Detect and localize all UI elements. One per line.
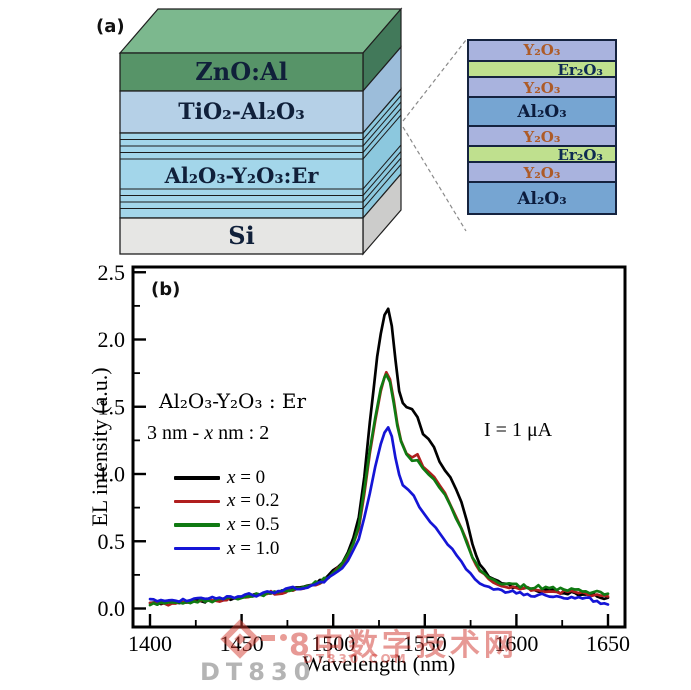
stack-layer-er2o3: Er₂O₃ <box>469 60 615 79</box>
legend-line-swatch <box>174 499 220 504</box>
series-curve-x=1.0 <box>148 426 610 606</box>
chart-legend: x = 0 x = 0.2 x = 0.5 x = 1.0 <box>174 466 279 560</box>
layer-label-si: Si <box>228 221 255 250</box>
device-front-zno <box>119 52 364 92</box>
superlattice-stripes <box>120 95 402 209</box>
y-tick-label: 0.0 <box>98 596 126 621</box>
stack-layer-label: Er₂O₃ <box>557 61 603 79</box>
stripe-line-side <box>362 101 402 147</box>
x-axis-title: Wavelength (nm) <box>302 651 456 676</box>
legend-label: x = 0.2 <box>227 490 280 512</box>
device-front-tio2 <box>119 90 364 134</box>
legend-line-swatch <box>174 476 220 480</box>
layer-label-al2o3-y2o3-er: Al₂O₃-Y₂O₃:Er <box>164 163 319 188</box>
y-tick-label: 1.5 <box>98 394 126 419</box>
legend-item: x = 0.2 <box>174 490 279 514</box>
legend-item: x = 0.5 <box>174 513 279 537</box>
y-tick-label: 2.5 <box>98 260 126 285</box>
x-tick-label: 1400 <box>128 631 172 656</box>
legend-line-swatch <box>174 546 220 551</box>
stack-layer-label: Er₂O₃ <box>557 146 603 164</box>
legend-line-swatch <box>174 523 220 527</box>
stripe-line-side <box>362 151 402 196</box>
device-top-face <box>118 8 403 54</box>
legend-item: x = 0 <box>174 466 279 490</box>
device-front-multilayer <box>119 132 364 219</box>
el-spectrum-chart: 1400 1450 1500 1550 1600 1650 0.0 0.5 1.0 1.5 2.0 2… <box>98 260 631 656</box>
stack-layer-label: Y₂O₃ <box>523 128 561 146</box>
stripe-line-side <box>362 95 402 140</box>
y-axis-title: EL intensity (a.u.) <box>87 367 112 527</box>
stack-layer-label: Al₂O₃ <box>517 102 567 122</box>
legend-label: x = 0.5 <box>227 513 280 535</box>
x-tick-label: 1450 <box>220 631 264 656</box>
legend-item: x = 1.0 <box>174 537 279 561</box>
layer-label-tio2-al2o3: TiO₂-Al₂O₃ <box>178 99 305 125</box>
stack-layer-al2o3: Al₂O₃ <box>469 96 615 125</box>
device-front-si <box>119 217 364 255</box>
stripe-line-side <box>362 108 402 153</box>
stripe-line-side <box>362 114 402 160</box>
annotation-material: Al₂O₃-Y₂O₃ : Er <box>159 389 307 413</box>
stripe-line-side <box>362 164 402 209</box>
panel-b-label: (b) <box>151 279 181 300</box>
y-tick-label: 0.5 <box>98 529 126 554</box>
series-curve-x=0.5 <box>148 373 610 607</box>
x-tick-label: 1500 <box>311 631 355 656</box>
stack-layer-label: Y₂O₃ <box>523 79 561 97</box>
panel-a-label: (a) <box>96 16 125 37</box>
stack-layer-y2o3: Y₂O₃ <box>469 125 615 146</box>
callout-line-top <box>402 39 467 122</box>
x-tick-label: 1600 <box>494 631 538 656</box>
legend-label: x = 0 <box>227 466 266 488</box>
device-schematic <box>118 7 467 256</box>
y-tick-label: 2.0 <box>98 327 126 352</box>
layer-label-zno-al: ZnO:Al <box>195 57 288 86</box>
stack-layer-label: Y₂O₃ <box>523 41 561 59</box>
stack-layer-label: Y₂O₃ <box>523 164 561 182</box>
stack-layer-al2o3: Al₂O₃ <box>469 181 615 213</box>
y-tick-label: 1.0 <box>98 462 126 487</box>
annotation-thickness: 3 nm - x nm : 2 <box>147 422 269 445</box>
stack-layer-y2o3: Y₂O₃ <box>469 76 615 97</box>
stack-layer-y2o3: Y₂O₃ <box>469 41 615 60</box>
annotation-current: I = 1 μA <box>484 419 553 441</box>
stack-layer-er2o3: Er₂O₃ <box>469 145 615 164</box>
legend-label: x = 1.0 <box>227 537 280 559</box>
multilayer-stack: Y₂O₃ Er₂O₃ Y₂O₃ Al₂O₃ Y₂O₃ Er₂O₃ Y₂O₃ Al… <box>467 39 617 215</box>
x-tick-label: 1550 <box>403 631 447 656</box>
x-tick-label: 1650 <box>586 631 630 656</box>
stack-layer-y2o3: Y₂O₃ <box>469 161 615 182</box>
annotation-thickness-prefix: 3 nm - <box>147 422 205 444</box>
callout-line-bottom <box>402 126 467 232</box>
stack-layer-label: Al₂O₃ <box>517 189 567 209</box>
annotation-thickness-suffix: nm : 2 <box>213 422 270 444</box>
stripe-line-side <box>362 157 402 203</box>
stripe-line-side <box>362 144 402 190</box>
annotation-thickness-var: x <box>204 422 214 444</box>
